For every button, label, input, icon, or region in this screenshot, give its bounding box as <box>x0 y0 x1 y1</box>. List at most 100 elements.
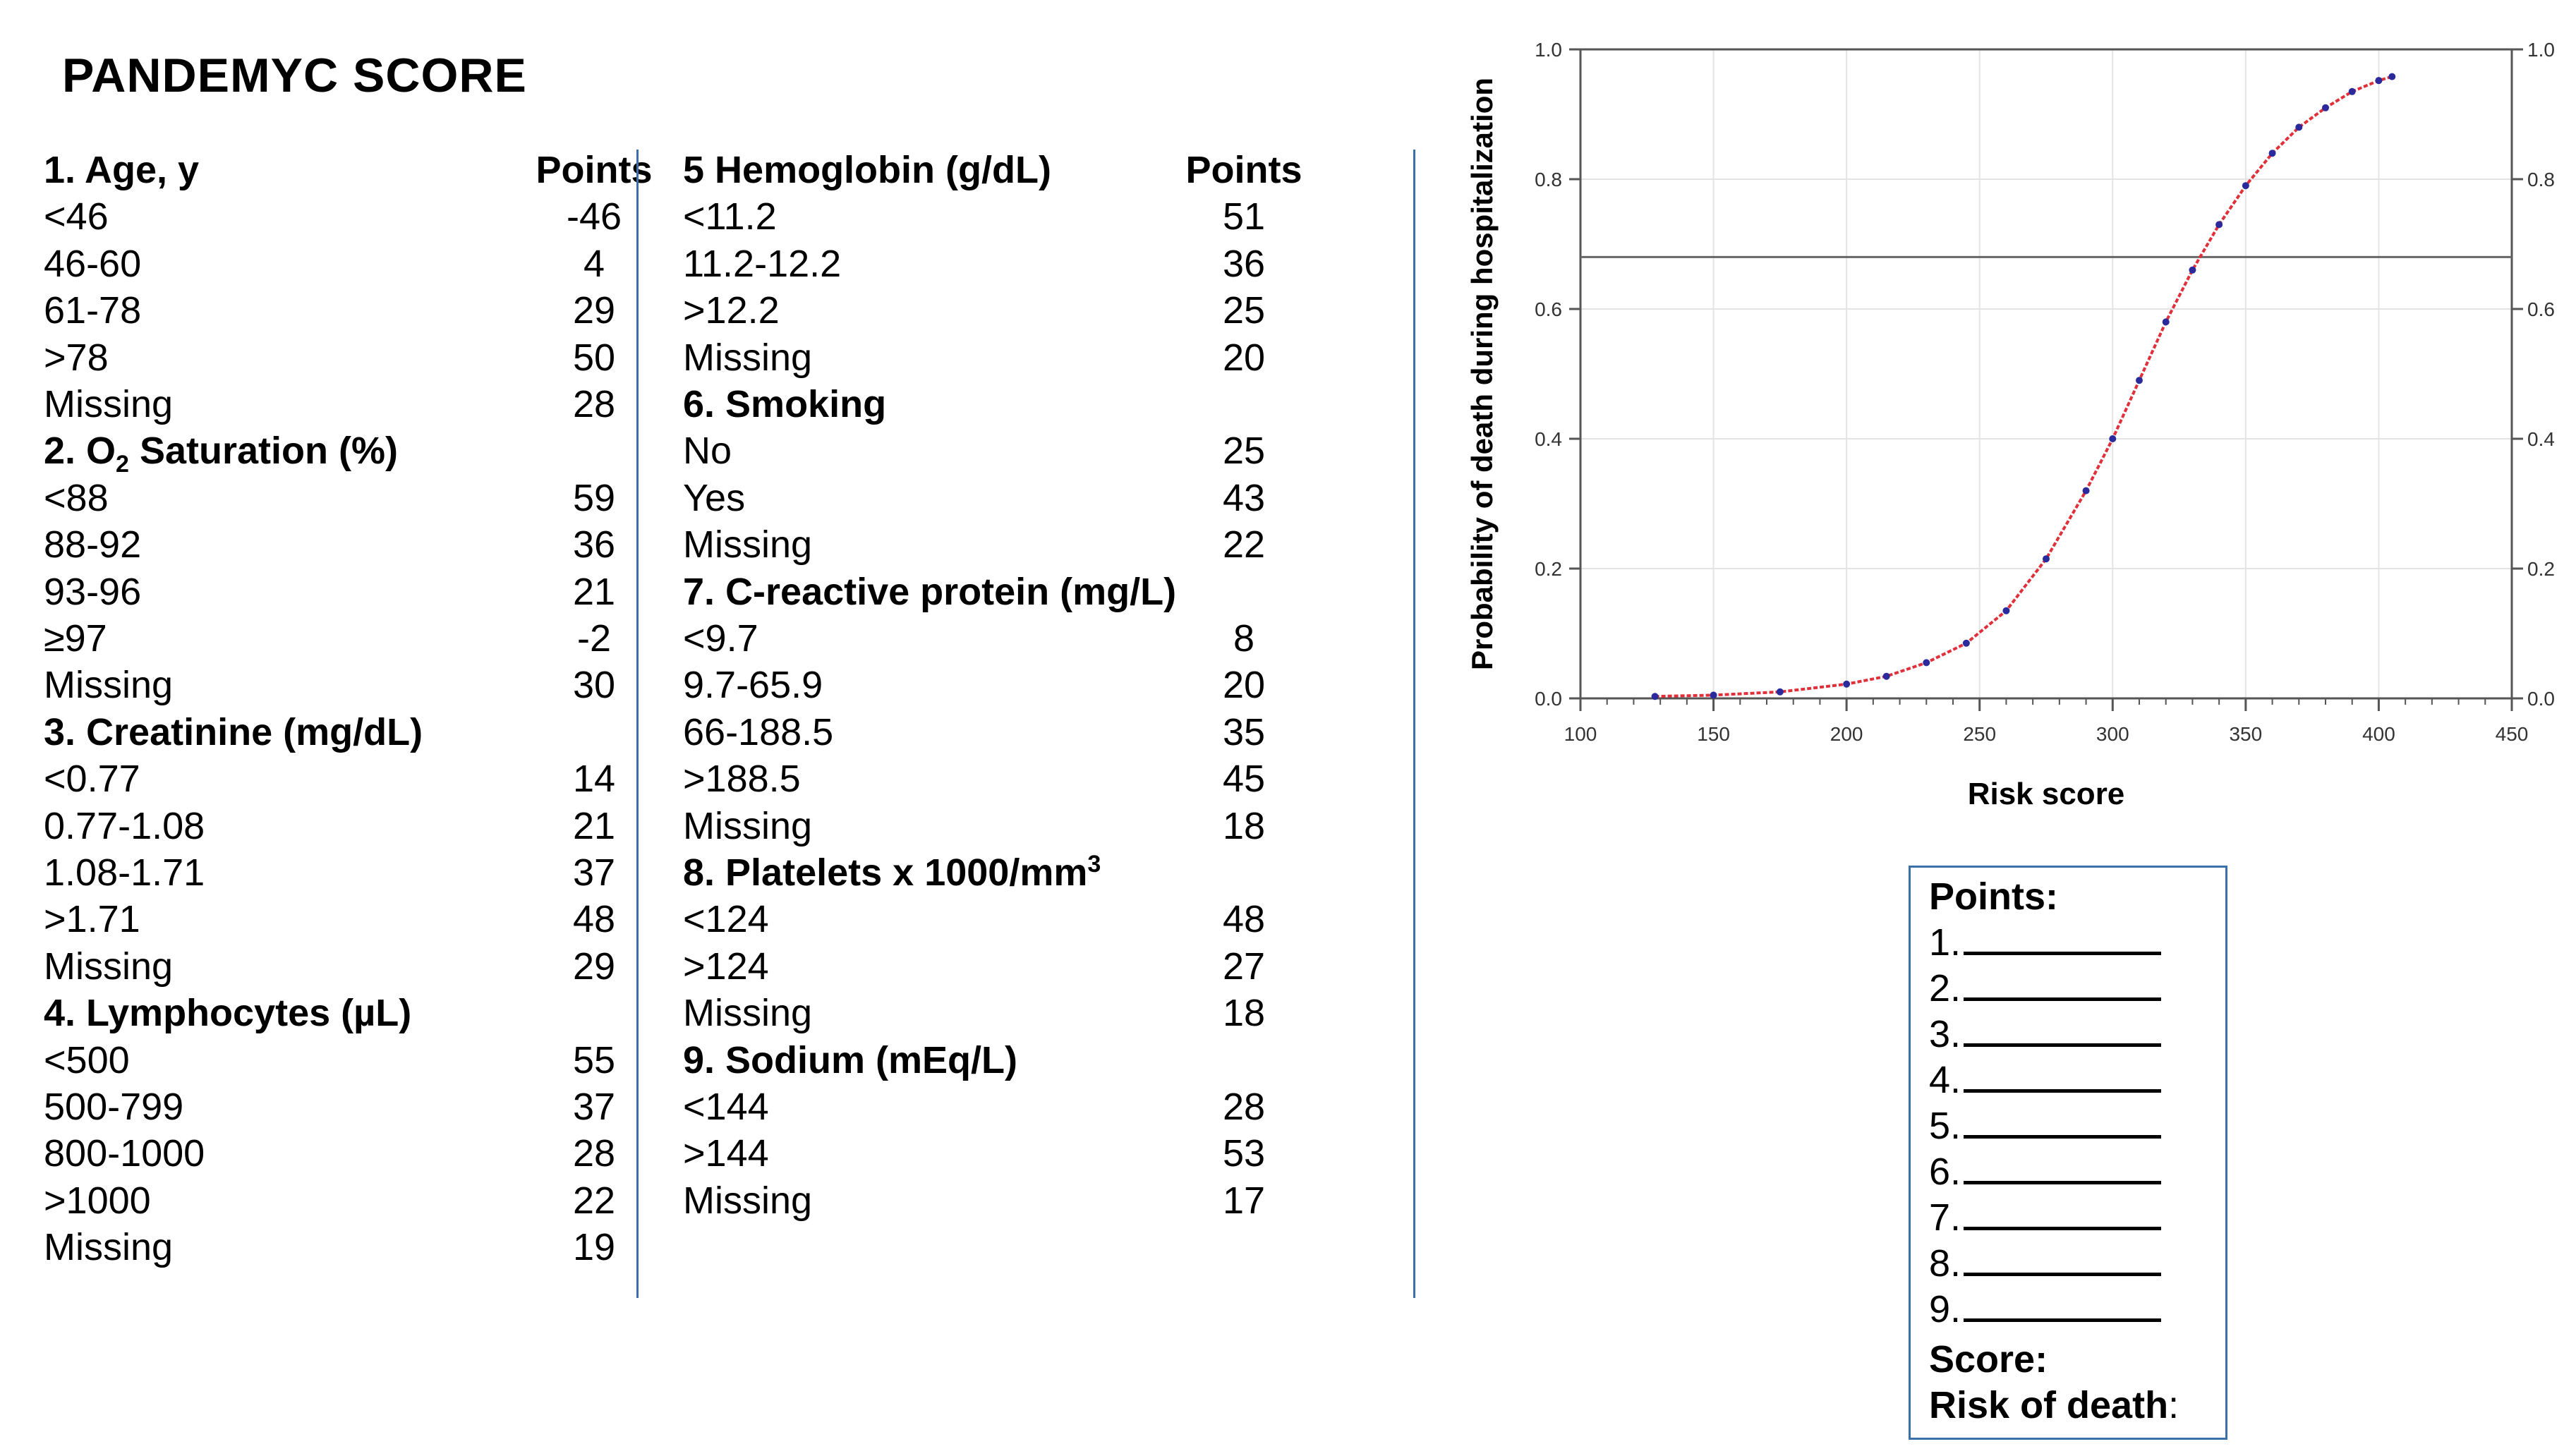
label-text: 6. Smoking <box>683 383 887 425</box>
data-point <box>2295 123 2303 131</box>
data-point <box>2215 221 2223 229</box>
points-value: -2 <box>576 617 611 660</box>
worksheet-item: 4. <box>1929 1058 2162 1102</box>
data-point <box>2189 266 2196 274</box>
data-point <box>2109 435 2117 442</box>
category-label: 800-1000 <box>44 1132 205 1175</box>
label-text: 800-1000 <box>44 1132 205 1175</box>
label-text: 88-92 <box>44 523 142 566</box>
section-header: 9. Sodium (mEq/L) <box>683 1038 1389 1085</box>
worksheet-item-number: 7. <box>1929 1196 1961 1239</box>
points-value: 14 <box>572 758 616 801</box>
section-header: 5 Hemoglobin (g/dL) Points <box>683 148 1389 195</box>
category-label: 1.08-1.71 <box>44 851 205 894</box>
points-value: 35 <box>1222 710 1266 753</box>
data-point <box>2043 555 2050 563</box>
worksheet-title: Points: <box>1929 875 2058 918</box>
score-row: 500-799 37 <box>44 1085 636 1132</box>
label-text: Missing <box>683 523 813 566</box>
points-value: 51 <box>1222 195 1266 238</box>
score-row: 11.2-12.2 36 <box>683 242 1389 289</box>
score-row: 88-92 36 <box>44 523 636 569</box>
x-tick-label: 250 <box>1963 723 1996 745</box>
points-value: 8 <box>1233 617 1255 660</box>
points-value: 48 <box>572 898 616 941</box>
score-row: Missing 30 <box>44 663 636 710</box>
score-row: Missing 22 <box>683 523 1389 569</box>
worksheet-item: 1. <box>1929 921 2162 964</box>
label-text: <46 <box>44 195 109 238</box>
points-value: 37 <box>572 851 616 894</box>
y-tick-label: 0.8 <box>1535 169 1562 190</box>
label-text: Missing <box>683 336 813 379</box>
points-value: 45 <box>1222 758 1266 801</box>
label-text: <88 <box>44 476 109 519</box>
worksheet-item: 6. <box>1929 1150 2162 1194</box>
worksheet-item-number: 6. <box>1929 1151 1961 1193</box>
data-point <box>2082 487 2090 495</box>
worksheet-item: 9. <box>1929 1287 2162 1331</box>
score-row: >1.71 48 <box>44 897 636 944</box>
label-text: Saturation (%) <box>128 430 398 473</box>
category-label: Missing <box>683 991 812 1035</box>
risk-curve-chart: 100 150 200 250 300 350 400 450 0.0 0.2 0.4 0.6 0.8 1… <box>1465 39 2554 811</box>
points-value: 29 <box>572 945 616 988</box>
data-point <box>2136 377 2143 384</box>
score-row: 46-60 4 <box>44 242 636 289</box>
column-divider <box>636 150 639 1298</box>
score-row: 1.08-1.71 37 <box>44 851 636 897</box>
label-text: >12.2 <box>683 289 780 332</box>
section-title: 2. O2 Saturation (%) <box>44 429 398 478</box>
points-value: 22 <box>572 1179 616 1222</box>
category-label: 88-92 <box>44 523 141 566</box>
section-header: 2. O2 Saturation (%) <box>44 429 636 478</box>
section-header: 6. Smoking <box>683 382 1389 429</box>
label-text: 5 Hemoglobin (g/dL) <box>683 149 1051 191</box>
data-point <box>2388 73 2396 80</box>
points-value: 28 <box>572 383 616 425</box>
data-point <box>1843 680 1851 688</box>
score-row: Missing 29 <box>44 945 636 991</box>
points-value: 53 <box>1222 1132 1266 1175</box>
label-text: 7. C-reactive protein (mg/L) <box>683 570 1177 613</box>
worksheet-blank-field <box>1964 969 2162 1001</box>
score-row: 93-96 21 <box>44 570 636 617</box>
plot-frame <box>1579 48 2513 700</box>
worksheet-blank-field <box>1964 1061 2162 1093</box>
x-tick-label: 400 <box>2362 723 2395 745</box>
data-point <box>1651 693 1659 700</box>
worksheet-risk-label: Risk of death <box>1929 1384 2169 1426</box>
y-tick-label: 1.0 <box>1535 39 1562 61</box>
score-row: <500 55 <box>44 1038 636 1085</box>
score-row: 800-1000 28 <box>44 1132 636 1178</box>
category-label: Missing <box>683 336 812 380</box>
score-row: >144 53 <box>683 1132 1389 1178</box>
worksheet-item: 8. <box>1929 1242 2162 1285</box>
data-point <box>1923 659 1930 667</box>
points-value: 25 <box>1222 289 1266 332</box>
points-header: Points <box>1185 149 1302 191</box>
points-value: 27 <box>1222 945 1266 988</box>
points-value: 21 <box>572 804 616 847</box>
category-label: >188.5 <box>683 757 801 801</box>
category-label: <500 <box>44 1038 130 1082</box>
worksheet-item: 3. <box>1929 1012 2162 1056</box>
category-label: 46-60 <box>44 242 141 286</box>
category-label: 93-96 <box>44 570 141 614</box>
worksheet-item-number: 4. <box>1929 1059 1961 1101</box>
label-text: 11.2-12.2 <box>683 242 842 285</box>
subscript: 2 <box>116 451 129 478</box>
category-label: Missing <box>44 382 173 426</box>
y-tick-label-right: 0.0 <box>2527 688 2554 710</box>
points-value: 18 <box>1222 992 1266 1035</box>
worksheet-item-number: 5. <box>1929 1105 1961 1147</box>
score-row: Missing 18 <box>683 804 1389 851</box>
points-value: 28 <box>1222 1086 1266 1128</box>
label-text: Missing <box>683 992 813 1035</box>
data-point <box>2002 607 2010 614</box>
category-label: ≥97 <box>44 617 107 660</box>
score-row: >1000 22 <box>44 1179 636 1225</box>
category-label: <11.2 <box>683 195 777 238</box>
category-label: 66-188.5 <box>683 710 833 754</box>
worksheet-item-number: 3. <box>1929 1013 1961 1055</box>
